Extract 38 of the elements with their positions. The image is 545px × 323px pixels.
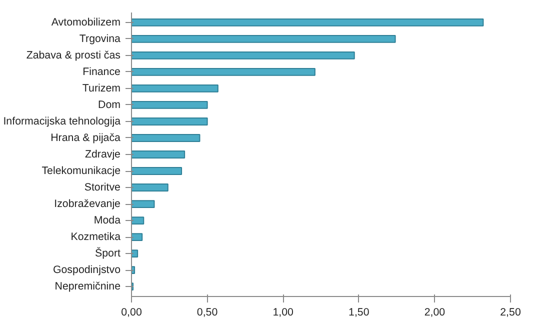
x-tick-label: 1,00 <box>272 306 294 318</box>
y-tick-label: Informacijska tehnologija <box>3 115 121 128</box>
bar <box>132 51 355 60</box>
y-tick-label: Dom <box>98 98 121 111</box>
bar <box>132 68 316 76</box>
bar <box>132 233 143 242</box>
y-tick-label: Finance <box>82 66 121 78</box>
bar <box>132 118 208 126</box>
y-tick-label: Šport <box>95 246 121 260</box>
bar <box>132 167 182 175</box>
y-tick-label: Trgovina <box>79 32 121 45</box>
y-tick-label: Avtomobilizem <box>51 16 121 28</box>
bar <box>132 250 138 258</box>
bar <box>132 18 484 26</box>
y-tick-label: Izobraževanje <box>54 198 121 210</box>
y-tick-label: Zabava & prosti čas <box>26 49 121 62</box>
x-tick-label: 0,50 <box>196 306 218 318</box>
x-tick-label: 0,00 <box>121 306 142 318</box>
y-tick-label: Kozmetika <box>70 231 121 244</box>
y-tick-label: Gospodinjstvo <box>52 264 121 276</box>
bar <box>132 34 396 43</box>
y-tick-label: Nepremičnine <box>54 280 121 293</box>
bar <box>132 184 168 192</box>
bar <box>132 200 155 208</box>
bar <box>132 84 218 92</box>
y-tick-label: Hrana & pijača <box>50 132 121 144</box>
x-tick-label: 2,50 <box>500 306 521 318</box>
y-tick-label: Telekomunikacje <box>42 165 121 178</box>
x-tick-label: 2,00 <box>424 306 446 318</box>
bar <box>132 101 208 109</box>
y-tick-label: Storitve <box>84 182 121 194</box>
x-tick-label: 1,50 <box>348 306 370 318</box>
y-tick-label: Moda <box>94 214 121 227</box>
bar <box>132 134 200 142</box>
bar <box>132 150 186 158</box>
bar <box>132 216 144 225</box>
y-tick-label: Turizem <box>82 82 121 94</box>
y-tick-label: Zdravje <box>84 148 121 160</box>
